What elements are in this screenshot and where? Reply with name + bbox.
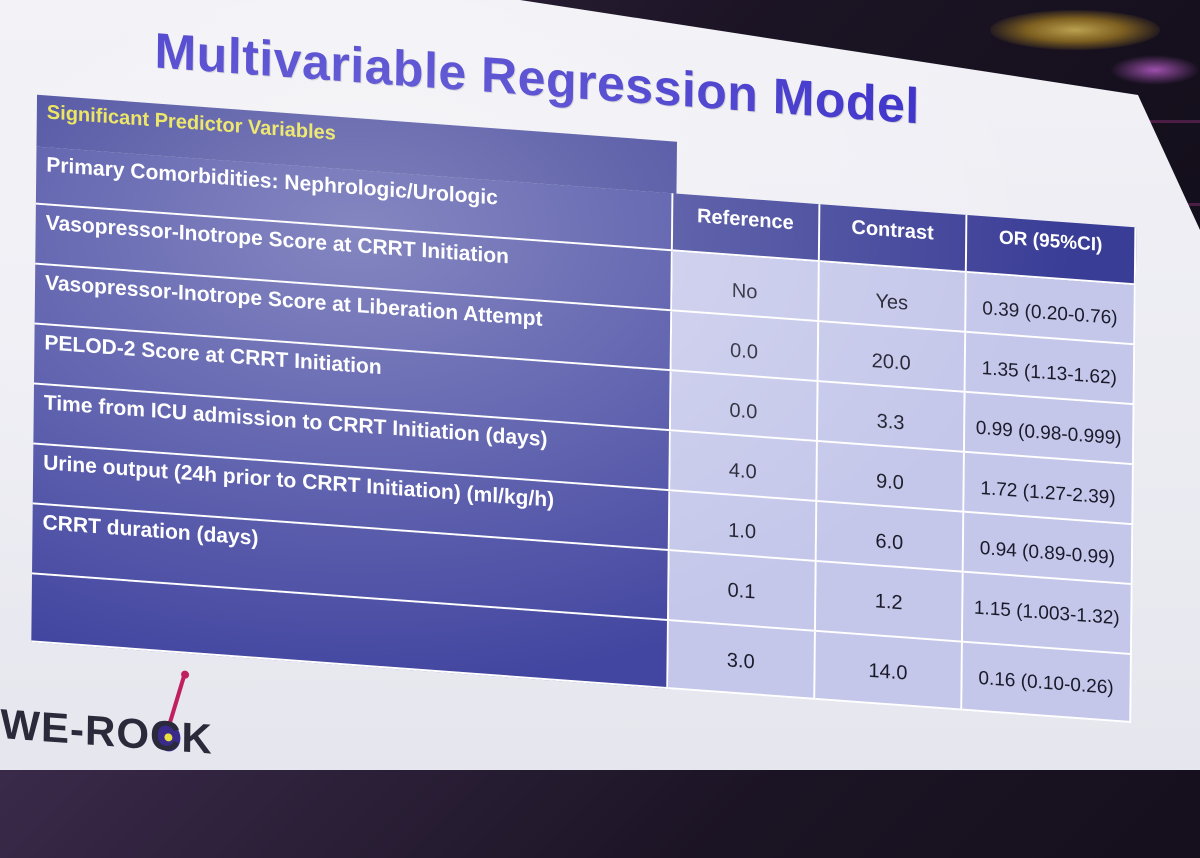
table-row: 3.0 14.0 0.16 (0.10-0.26): [31, 574, 1132, 724]
row-contrast: 20.0: [818, 322, 967, 393]
row-reference: 0.0: [671, 311, 819, 383]
row-variable: CRRT duration (days): [32, 504, 670, 622]
row-variable: Vasopressor-Inotrope Score at CRRT Initi…: [35, 204, 673, 312]
row-contrast: Yes: [818, 262, 967, 333]
row-or: 0.94 (0.89-0.99): [963, 512, 1134, 586]
row-or: 0.16 (0.10-0.26): [962, 642, 1132, 724]
row-or: 1.15 (1.003-1.32): [962, 572, 1133, 656]
table-column-header-row: Primary Comorbidities: Nephrologic/Urolo…: [35, 146, 1137, 286]
table-row: Vasopressor-Inotrope Score at CRRT Initi…: [35, 204, 1136, 346]
row-variable: Time from ICU admission to CRRT Initiati…: [33, 384, 671, 492]
table-row: CRRT duration (days) 0.1 1.2 1.15 (1.003…: [32, 504, 1133, 656]
column-header-variable: Primary Comorbidities: Nephrologic/Urolo…: [35, 146, 674, 252]
ceiling-light: [990, 10, 1160, 50]
row-contrast: 9.0: [817, 442, 965, 513]
row-contrast: 14.0: [815, 631, 963, 711]
row-variable: PELOD-2 Score at CRRT Initiation: [33, 324, 672, 432]
row-contrast: 3.3: [817, 382, 966, 453]
row-reference: 1.0: [669, 491, 818, 562]
table-header: Significant Predictor Variables: [36, 94, 677, 194]
regression-table: Significant Predictor Variables Primary …: [31, 94, 1137, 724]
slide-title: Multivariable Regression Model: [154, 22, 921, 135]
projection-screen: Multivariable Regression Model Significa…: [0, 0, 1200, 770]
guitar-icon: [156, 670, 190, 752]
column-header-reference: Reference: [672, 193, 821, 263]
table-row: Vasopressor-Inotrope Score at Liberation…: [34, 264, 1136, 406]
row-reference: 0.0: [670, 371, 819, 443]
row-contrast: 6.0: [816, 501, 965, 573]
row-or: 0.99 (0.98-0.999): [964, 392, 1135, 466]
column-header-or: OR (95%CI): [966, 215, 1137, 286]
stage-light: [1110, 55, 1200, 85]
row-variable: Vasopressor-Inotrope Score at Liberation…: [34, 264, 672, 372]
row-or: 0.39 (0.20-0.76): [966, 272, 1136, 346]
logo: WE-ROCK: [0, 700, 213, 763]
table-row: Time from ICU admission to CRRT Initiati…: [33, 384, 1134, 526]
table-row: PELOD-2 Score at CRRT Initiation 0.0 3.3…: [33, 324, 1135, 466]
row-reference: No: [671, 251, 820, 323]
table-row: Urine output (24h prior to CRRT Initiati…: [32, 444, 1134, 586]
row-reference: 4.0: [669, 431, 818, 502]
row-contrast: 1.2: [815, 561, 964, 643]
row-or: 1.35 (1.13-1.62): [965, 332, 1136, 406]
row-reference: 3.0: [667, 621, 816, 700]
row-variable: Urine output (24h prior to CRRT Initiati…: [32, 444, 670, 552]
row-reference: 0.1: [668, 551, 817, 632]
column-header-contrast: Contrast: [819, 204, 968, 273]
row-or: 1.72 (1.27-2.39): [964, 452, 1134, 526]
row-variable-empty: [31, 574, 669, 690]
